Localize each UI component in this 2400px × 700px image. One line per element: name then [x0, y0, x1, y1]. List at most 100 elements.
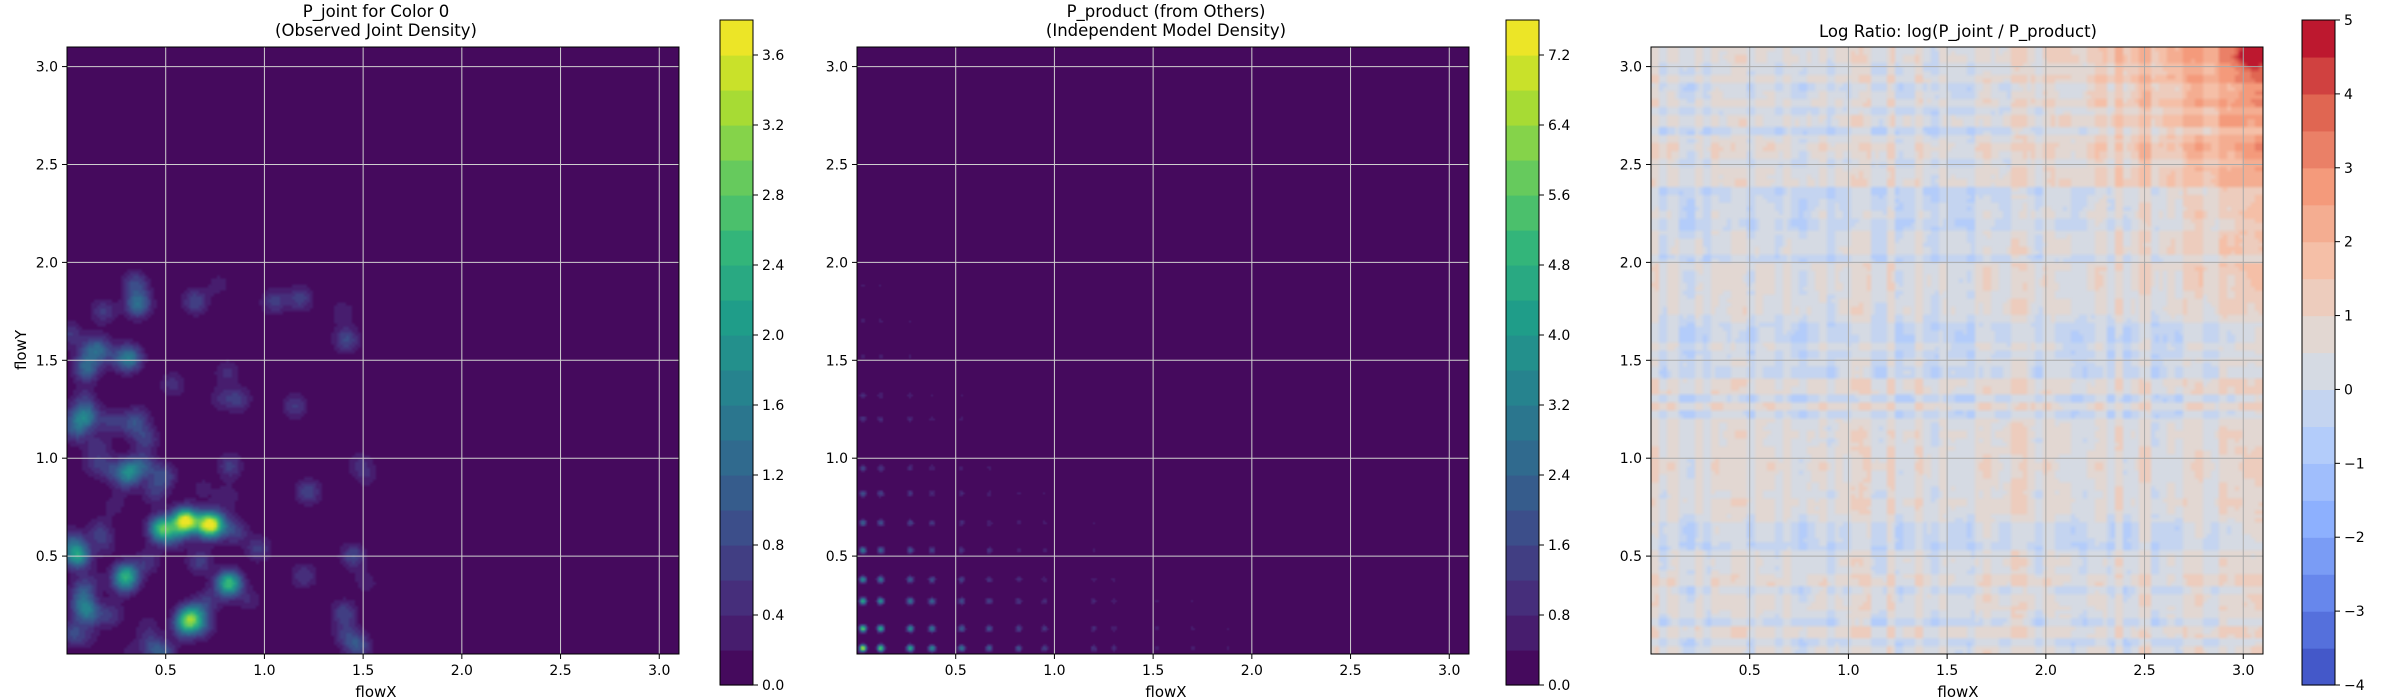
colorbar-band — [720, 440, 753, 476]
colorbar-band — [2302, 648, 2335, 686]
colorbar-band — [2302, 167, 2335, 206]
colorbar-tick-label: 6.4 — [1548, 118, 1570, 134]
y-tick-label: 2.5 — [1620, 157, 1642, 173]
y-tick-label: 0.5 — [36, 549, 58, 565]
colorbar-band — [2302, 315, 2335, 354]
colorbar-tick-label: 2 — [2344, 235, 2353, 251]
y-tick-label: 2.0 — [826, 255, 848, 271]
colorbar-tick-label: 0.8 — [762, 538, 784, 554]
x-tick-label: 3.0 — [1438, 663, 1460, 679]
colorbar-band — [2302, 130, 2335, 169]
colorbar-band — [2302, 611, 2335, 649]
colorbar-tick-label: 3.6 — [762, 48, 784, 64]
heatmap-plot[interactable]: 0.5 0.5 1.0 1.0 1.5 1.5 2.0 2.0 2.5 2.5 3.0 3.0 — [1620, 46, 2264, 679]
colorbar-band — [1506, 20, 1539, 56]
panel-title-line1: P_joint for Color 0 — [303, 2, 449, 22]
colorbar-band — [1506, 300, 1539, 336]
heatmap-image — [857, 47, 1469, 654]
x-tick-label: 2.0 — [451, 663, 473, 679]
colorbar-band — [2302, 278, 2335, 317]
colorbar-band — [1506, 230, 1539, 266]
colorbar-band — [2302, 574, 2335, 612]
colorbar-tick-label: 1.6 — [1548, 538, 1570, 554]
x-tick-label: 2.5 — [2133, 663, 2155, 679]
colorbar-tick-label: 4 — [2344, 87, 2353, 103]
colorbar-band — [1506, 580, 1539, 616]
colorbar-tick-label: 1.6 — [762, 398, 784, 414]
y-tick-label: 1.0 — [1620, 451, 1642, 467]
colorbar-tick-label: 3.2 — [762, 118, 784, 134]
colorbar-tick-label: 4.0 — [1548, 328, 1570, 344]
y-tick-label: 3.0 — [826, 60, 848, 76]
colorbar-band — [720, 370, 753, 406]
panel-title-line1: P_product (from Others) — [1067, 2, 1266, 22]
colorbar-tick-label: 0 — [2344, 382, 2353, 398]
colorbar-tick-label: −4 — [2344, 678, 2365, 694]
colorbar-band — [2302, 352, 2335, 391]
colorbar-band — [2302, 426, 2335, 464]
colorbar-band — [2302, 20, 2335, 58]
heatmap-image — [67, 47, 679, 654]
x-axis-label: flowX — [1145, 683, 1186, 700]
panel-title-line2: (Observed Joint Density) — [275, 21, 477, 40]
colorbar-band — [1506, 160, 1539, 196]
colorbar-tick-label: −3 — [2344, 604, 2365, 620]
colorbar-tick-label: 2.0 — [762, 328, 784, 344]
colorbar-band — [1506, 650, 1539, 686]
colorbar-band — [720, 475, 753, 511]
x-tick-label: 1.0 — [1043, 663, 1065, 679]
colorbar-band — [1506, 510, 1539, 546]
colorbar-band — [720, 265, 753, 301]
colorbar-band — [2302, 463, 2335, 501]
colorbar-band — [2302, 500, 2335, 538]
x-tick-label: 1.0 — [1837, 663, 1859, 679]
colorbar-band — [1506, 125, 1539, 161]
panel-product-density: P_product (from Others) (Independent Mod… — [826, 2, 1571, 700]
colorbar-band — [720, 20, 753, 56]
colorbar-band — [1506, 475, 1539, 511]
colorbar-tick-label: 0.0 — [1548, 678, 1570, 694]
colorbar-band — [1506, 90, 1539, 126]
colorbar-tick-label: 1.2 — [762, 468, 784, 484]
x-tick-label: 2.5 — [1339, 663, 1361, 679]
colorbar-band — [720, 510, 753, 546]
y-tick-label: 1.5 — [36, 353, 58, 369]
heatmap-plot[interactable]: 0.5 0.5 1.0 1.0 1.5 1.5 2.0 2.0 2.5 2.5 3.0 3.0 — [826, 46, 1470, 679]
x-tick-label: 2.5 — [549, 663, 571, 679]
colorbar-tick-label: 1 — [2344, 309, 2353, 325]
x-tick-label: 0.5 — [1739, 663, 1761, 679]
y-tick-label: 0.5 — [826, 549, 848, 565]
x-axis-label: flowX — [355, 683, 396, 700]
colorbar-band — [2302, 56, 2335, 95]
x-axis-label: flowX — [1937, 683, 1978, 700]
y-tick-label: 1.5 — [1620, 353, 1642, 369]
y-tick-label: 1.0 — [36, 451, 58, 467]
x-tick-label: 1.5 — [352, 663, 374, 679]
colorbar-band — [1506, 440, 1539, 476]
colorbar-band — [2302, 537, 2335, 575]
colorbar-tick-label: 2.4 — [1548, 468, 1570, 484]
colorbar-band — [2302, 93, 2335, 132]
y-tick-label: 0.5 — [1620, 549, 1642, 565]
x-tick-label: 0.5 — [945, 663, 967, 679]
colorbar-tick-label: 5.6 — [1548, 188, 1570, 204]
panel-joint-density: P_joint for Color 0 (Observed Joint Dens… — [12, 2, 784, 700]
colorbar-band — [720, 160, 753, 196]
colorbar-band — [720, 335, 753, 371]
colorbar-band — [1506, 55, 1539, 91]
y-tick-label: 2.5 — [36, 157, 58, 173]
x-tick-label: 3.0 — [648, 663, 670, 679]
x-tick-label: 1.5 — [1936, 663, 1958, 679]
y-tick-label: 2.0 — [1620, 255, 1642, 271]
colorbar-tick-label: 5 — [2344, 13, 2353, 29]
x-tick-label: 1.5 — [1142, 663, 1164, 679]
heatmap-plot[interactable]: 0.5 0.5 1.0 1.0 1.5 1.5 2.0 2.0 2.5 2.5 3.0 3.0 — [36, 46, 680, 679]
colorbar-band — [720, 300, 753, 336]
colorbar-band — [720, 195, 753, 231]
colorbar-tick-label: 2.8 — [762, 188, 784, 204]
y-tick-label: 2.0 — [36, 255, 58, 271]
colorbar-band — [1506, 545, 1539, 581]
panel-title-line2: (Independent Model Density) — [1046, 21, 1286, 40]
plot-frame — [856, 46, 1470, 655]
